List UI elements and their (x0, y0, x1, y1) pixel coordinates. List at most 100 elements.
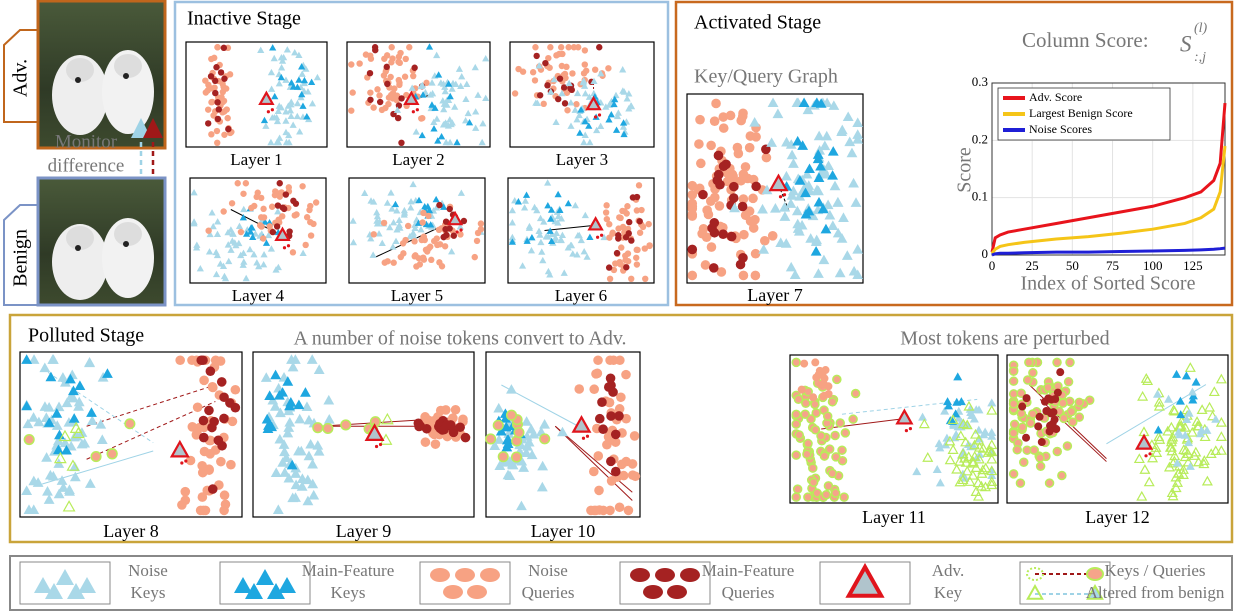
token-marker (960, 436, 972, 447)
token-marker (84, 478, 96, 488)
token-marker (207, 422, 217, 433)
token-marker (184, 459, 188, 463)
token-marker (106, 448, 118, 460)
token-marker (415, 108, 419, 112)
token-marker (446, 205, 453, 213)
token-marker (1022, 394, 1031, 403)
token-marker (1086, 583, 1104, 600)
token-marker (276, 180, 283, 187)
token-marker (565, 44, 572, 51)
scatter-plot (185, 41, 328, 148)
token-marker (628, 237, 635, 244)
token-marker (293, 399, 305, 410)
token-marker (396, 79, 403, 86)
token-marker (411, 221, 419, 228)
token-marker (267, 138, 275, 146)
token-marker (852, 129, 864, 139)
token-marker (597, 69, 605, 77)
token-marker (613, 249, 621, 257)
token-marker (482, 55, 490, 62)
token-marker (942, 433, 952, 442)
token-marker (414, 421, 424, 432)
legend-item (819, 561, 911, 605)
token-marker (1008, 469, 1019, 479)
token-marker (1179, 451, 1191, 462)
token-marker (299, 249, 307, 257)
token-marker (385, 100, 392, 108)
token-marker (249, 233, 257, 240)
token-marker (800, 359, 809, 368)
token-marker (180, 461, 184, 465)
token-marker (618, 470, 629, 481)
x-tick-label: 125 (1183, 258, 1203, 273)
token-marker (1215, 444, 1227, 455)
token-marker (606, 411, 616, 421)
token-marker (53, 488, 65, 499)
token-marker (1148, 452, 1152, 456)
token-marker (1048, 419, 1057, 428)
token-marker (69, 471, 81, 482)
token-marker (278, 577, 296, 593)
token-marker (21, 485, 33, 496)
token-marker (621, 208, 628, 215)
token-marker (433, 51, 441, 59)
token-marker (667, 585, 687, 599)
token-marker (1143, 476, 1155, 487)
token-marker (581, 436, 586, 440)
token-marker (493, 434, 505, 444)
token-marker (953, 372, 963, 381)
series-line (991, 246, 1226, 257)
token-marker (643, 585, 663, 599)
legend-label: Adv. Score (1029, 90, 1082, 104)
token-marker (636, 229, 644, 236)
token-marker (56, 475, 68, 485)
token-marker (308, 489, 320, 500)
token-marker (175, 355, 185, 366)
token-marker (282, 246, 287, 250)
token-marker (569, 250, 577, 257)
legend-label: Queries (522, 583, 575, 602)
token-marker (1008, 399, 1019, 409)
token-marker (749, 117, 761, 127)
token-marker (467, 585, 487, 599)
token-marker (558, 89, 566, 97)
token-marker (446, 210, 464, 226)
token-marker (922, 451, 934, 462)
token-marker (522, 441, 533, 451)
series-line (990, 145, 1227, 255)
token-marker (967, 456, 979, 467)
token-marker (540, 100, 547, 108)
token-marker (716, 267, 727, 277)
token-marker (370, 231, 377, 238)
token-marker (393, 226, 401, 233)
chart-legend (997, 87, 1171, 141)
token-marker (838, 212, 849, 222)
token-marker (290, 468, 302, 478)
token-marker (400, 211, 408, 218)
token-marker (718, 229, 728, 240)
token-marker (729, 181, 739, 192)
token-marker (779, 202, 791, 212)
token-marker (428, 101, 436, 108)
token-marker (283, 472, 295, 483)
token-marker (457, 189, 465, 196)
token-marker (216, 377, 227, 387)
token-marker (250, 250, 258, 258)
token-marker (240, 205, 248, 213)
token-marker (430, 125, 438, 132)
token-marker (384, 80, 391, 88)
token-marker (286, 459, 298, 470)
token-marker (961, 465, 973, 476)
token-marker (1169, 450, 1181, 461)
token-marker (430, 118, 438, 126)
token-marker (197, 460, 207, 471)
token-marker (593, 115, 598, 119)
token-marker (813, 196, 825, 207)
token-marker (792, 135, 804, 146)
token-marker (473, 237, 481, 245)
token-marker (220, 208, 227, 215)
token-marker (400, 206, 408, 214)
token-marker (750, 214, 760, 225)
token-marker (220, 97, 228, 105)
token-marker (23, 434, 35, 446)
